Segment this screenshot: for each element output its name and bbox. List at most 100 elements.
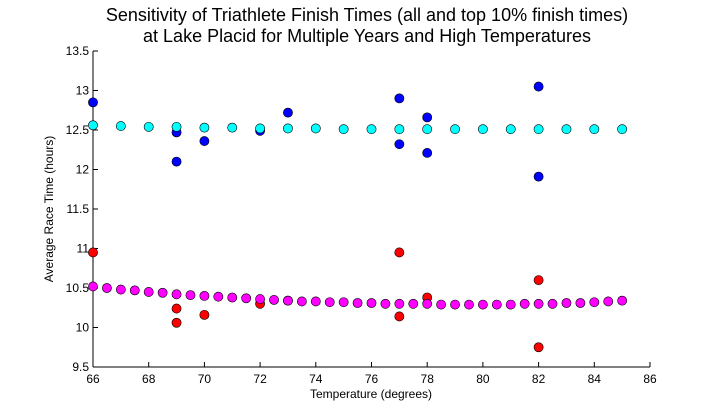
- y-tick-label: 9.5: [72, 360, 89, 374]
- data-point: [171, 156, 182, 167]
- series-4-points: [88, 281, 628, 310]
- y-axis-label: Average Race Time (hours): [42, 136, 56, 283]
- x-tick-label: 76: [365, 372, 379, 386]
- data-point: [561, 124, 572, 135]
- data-point: [157, 287, 168, 298]
- chart-title-line-2: at Lake Placid for Multiple Years and Hi…: [143, 26, 591, 46]
- data-point: [102, 283, 112, 293]
- x-ticks: 66 68 70 72 74 76 78 80 82 84 86: [86, 362, 657, 386]
- data-point: [185, 290, 196, 301]
- data-point: [115, 121, 126, 131]
- data-point: [366, 298, 377, 308]
- y-tick-label: 10.5: [66, 281, 90, 295]
- data-point: [394, 247, 405, 258]
- data-point: [171, 317, 182, 328]
- x-tick-label: 80: [476, 372, 490, 386]
- data-point: [88, 281, 98, 292]
- y-tick-label: 11.5: [67, 202, 90, 216]
- data-point: [296, 296, 307, 307]
- x-tick-label: 78: [421, 372, 435, 386]
- data-point: [352, 298, 363, 308]
- data-point: [310, 296, 321, 307]
- data-point: [324, 297, 335, 308]
- data-point: [505, 124, 516, 135]
- plot-area: [92, 51, 650, 368]
- data-point: [589, 124, 600, 135]
- data-point: [255, 123, 265, 134]
- series-3-points: [88, 247, 544, 353]
- data-point: [436, 299, 447, 310]
- data-point: [477, 124, 488, 135]
- data-point: [547, 298, 558, 309]
- data-point: [283, 107, 293, 118]
- data-point: [589, 297, 600, 308]
- x-tick-label: 74: [309, 372, 323, 386]
- data-point: [283, 295, 293, 306]
- data-point: [366, 124, 377, 135]
- data-point: [394, 139, 405, 150]
- y-tick-label: 12.5: [66, 123, 90, 137]
- data-point: [129, 285, 140, 296]
- data-point: [255, 294, 265, 304]
- y-ticks: 9.5 10 10.5 11 11.5 12 12.5 13 13.5: [66, 44, 98, 374]
- data-point: [533, 298, 544, 309]
- data-point: [408, 298, 419, 309]
- data-point: [199, 309, 210, 320]
- data-point: [561, 298, 572, 308]
- y-tick-label: 13: [76, 84, 90, 98]
- y-tick-label: 11: [77, 242, 90, 256]
- data-point: [394, 124, 405, 135]
- data-point: [115, 284, 126, 295]
- data-points: [88, 81, 628, 353]
- data-point: [394, 298, 405, 309]
- data-point: [422, 112, 433, 123]
- data-point: [143, 121, 154, 132]
- data-point: [310, 123, 321, 134]
- data-point: [533, 342, 544, 353]
- data-point: [171, 303, 182, 314]
- y-tick-label: 13.5: [66, 44, 90, 58]
- chart-title-line-1: Sensitivity of Triathlete Finish Times (…: [106, 5, 628, 25]
- x-tick-label: 84: [588, 372, 602, 386]
- data-point: [533, 275, 544, 285]
- x-tick-label: 66: [86, 372, 100, 386]
- series-2-points: [88, 120, 628, 135]
- data-point: [338, 124, 349, 135]
- data-point: [199, 290, 210, 301]
- data-point: [88, 247, 98, 258]
- data-point: [450, 299, 460, 310]
- data-point: [575, 298, 586, 308]
- data-point: [269, 294, 279, 305]
- data-point: [171, 289, 182, 300]
- data-point: [394, 311, 405, 322]
- data-point: [213, 291, 224, 302]
- data-point: [283, 123, 293, 134]
- data-point: [380, 298, 391, 309]
- x-tick-label: 82: [532, 372, 546, 386]
- axes-background: [93, 51, 650, 367]
- data-point: [422, 124, 433, 135]
- data-point: [450, 124, 460, 135]
- data-point: [394, 93, 405, 104]
- data-point: [88, 120, 98, 131]
- data-point: [603, 296, 614, 307]
- x-tick-label: 72: [253, 372, 267, 386]
- data-point: [477, 299, 488, 310]
- y-tick-label: 12: [76, 163, 90, 177]
- data-point: [422, 148, 433, 158]
- x-axis-label: Temperature (degrees): [310, 387, 432, 401]
- data-point: [533, 124, 544, 135]
- data-point: [199, 136, 210, 146]
- data-point: [533, 171, 544, 182]
- data-point: [338, 297, 349, 308]
- data-point: [199, 122, 210, 133]
- data-point: [617, 124, 628, 135]
- x-tick-label: 68: [142, 372, 156, 386]
- data-point: [505, 299, 516, 310]
- data-point: [464, 299, 474, 310]
- data-point: [617, 295, 628, 306]
- data-point: [241, 293, 252, 304]
- data-point: [519, 298, 530, 309]
- x-tick-label: 70: [198, 372, 212, 386]
